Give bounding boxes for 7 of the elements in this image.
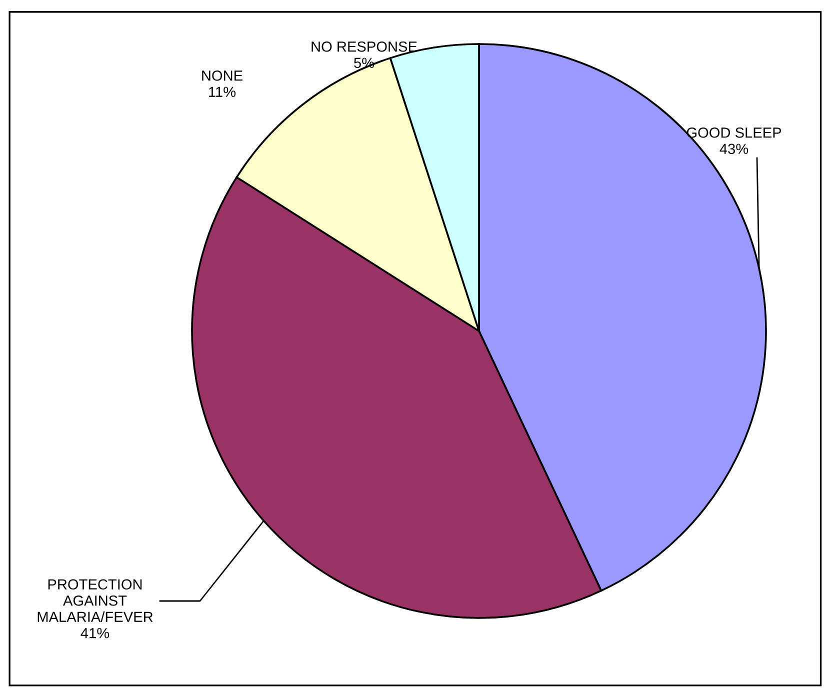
data-label: 11% [209, 86, 236, 97]
slice-label: NONE [202, 70, 242, 81]
slice-label: GOOD SLEEP [686, 127, 782, 138]
slice-label: PROTECTION AGAINST MALARIA/FEVER [38, 579, 153, 622]
data-label: 43% [720, 144, 748, 154]
slice-label: NO RESPONSE [312, 41, 417, 52]
data-label: 41% [80, 628, 110, 638]
